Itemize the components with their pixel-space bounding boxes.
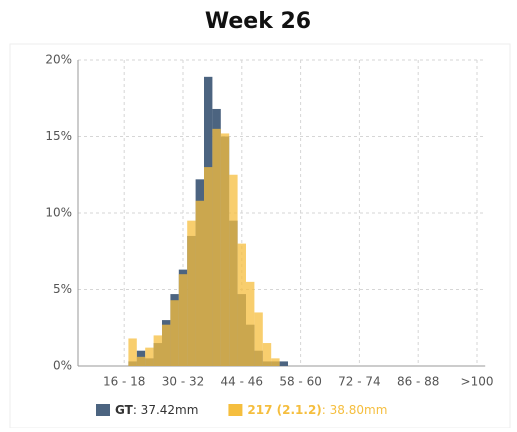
legend-entry: GT: 37.42mm (115, 403, 198, 417)
bar (153, 335, 162, 366)
y-tick-label: 10% (45, 206, 72, 220)
bar (195, 200, 204, 366)
x-tick-label: 58 - 60 (279, 375, 322, 389)
bar (170, 300, 179, 366)
y-tick-label: 5% (53, 282, 72, 296)
bar (254, 312, 263, 366)
bar (145, 347, 154, 366)
x-tick-label: 44 - 46 (221, 375, 264, 389)
legend-value: : 37.42mm (133, 403, 199, 417)
bar (229, 174, 238, 366)
x-tick-label: 86 - 88 (397, 375, 440, 389)
bar (204, 167, 213, 366)
legend-swatch (228, 404, 243, 416)
chart-title: Week 26 (205, 9, 311, 34)
bar (279, 361, 288, 366)
x-tick-label: >100 (461, 375, 494, 389)
bar (178, 274, 188, 366)
bar (162, 324, 171, 366)
legend-name: GT (115, 403, 134, 417)
bar (220, 133, 230, 366)
y-tick-label: 0% (53, 359, 72, 373)
bar (187, 220, 196, 366)
bar (128, 338, 137, 366)
legend-swatch (96, 404, 110, 416)
legend-value: : 38.80mm (322, 403, 388, 417)
y-tick-label: 15% (45, 129, 72, 143)
card (9, 43, 511, 429)
bar (246, 281, 255, 366)
bar (237, 243, 246, 366)
x-tick-label: 30 - 32 (162, 375, 205, 389)
x-tick-label: 16 - 18 (103, 375, 146, 389)
legend-entry: 217 (2.1.2): 38.80mm (247, 403, 387, 417)
bar (212, 128, 221, 366)
bar (262, 343, 272, 366)
y-tick-label: 20% (45, 53, 72, 67)
bar (136, 356, 146, 366)
bar (271, 358, 280, 366)
legend-name: 217 (2.1.2) (247, 403, 321, 417)
x-tick-label: 72 - 74 (338, 375, 381, 389)
